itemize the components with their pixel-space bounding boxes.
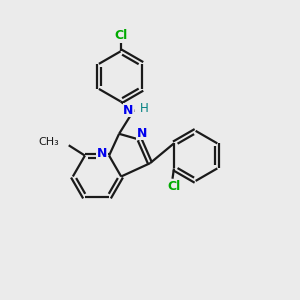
Text: CH₃: CH₃ [39,137,59,147]
Text: Cl: Cl [167,180,181,193]
Text: N: N [137,127,147,140]
Text: Cl: Cl [114,29,127,42]
Text: N: N [97,147,107,160]
Text: H: H [140,102,148,115]
Text: N: N [123,104,134,117]
